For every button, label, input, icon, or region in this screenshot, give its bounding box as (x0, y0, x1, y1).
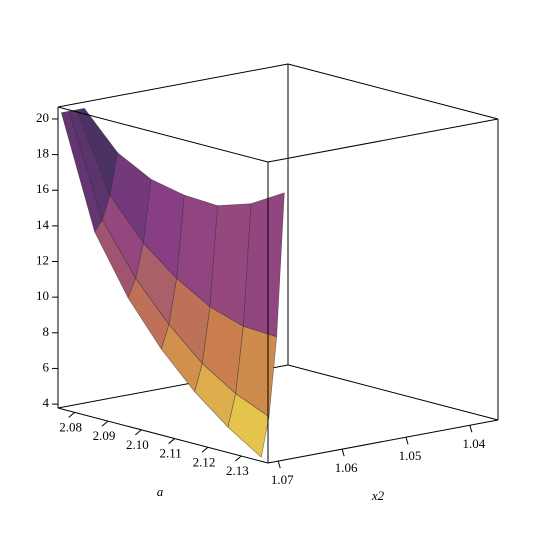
surface-patch (227, 393, 270, 458)
x-tick (168, 438, 175, 444)
x-tick (135, 429, 142, 436)
z-tick-label: 6 (43, 359, 50, 374)
box-edge (267, 419, 499, 464)
x-axis-label: a (157, 484, 164, 499)
x-tick (101, 420, 109, 427)
box-edge (267, 118, 499, 163)
z-tick-label: 16 (36, 181, 50, 196)
y-tick-label: 1.07 (271, 472, 294, 487)
x-tick-label: 2.10 (126, 437, 149, 452)
z-tick-label: 14 (36, 217, 50, 232)
z-tick-label: 4 (43, 395, 50, 410)
x-tick-label: 2.12 (193, 454, 216, 469)
z-tick-label: 18 (36, 146, 49, 161)
x-tick (235, 455, 242, 462)
y-tick (405, 437, 409, 445)
x-tick (68, 411, 75, 418)
y-tick-label: 1.04 (463, 436, 486, 451)
box-edge (287, 364, 499, 421)
x-tick-label: 2.13 (226, 463, 249, 478)
box-edge (287, 63, 499, 120)
y-tick-label: 1.06 (335, 460, 358, 475)
y-tick (341, 449, 345, 457)
x-tick-label: 2.09 (93, 428, 116, 443)
box-edge (57, 63, 289, 108)
z-tick-label: 20 (36, 110, 49, 125)
y-axis-label: x2 (371, 488, 385, 503)
y-tick (277, 460, 281, 469)
z-tick-label: 12 (36, 252, 49, 267)
x-tick-label: 2.11 (160, 446, 182, 461)
x-tick (201, 446, 209, 453)
y-tick (469, 425, 473, 433)
box-edge (57, 407, 269, 464)
y-tick-label: 1.05 (399, 448, 422, 463)
box-edge (57, 106, 269, 163)
x-tick-label: 2.08 (59, 419, 82, 434)
z-tick-label: 10 (36, 288, 49, 303)
z-tick-label: 8 (43, 324, 50, 339)
